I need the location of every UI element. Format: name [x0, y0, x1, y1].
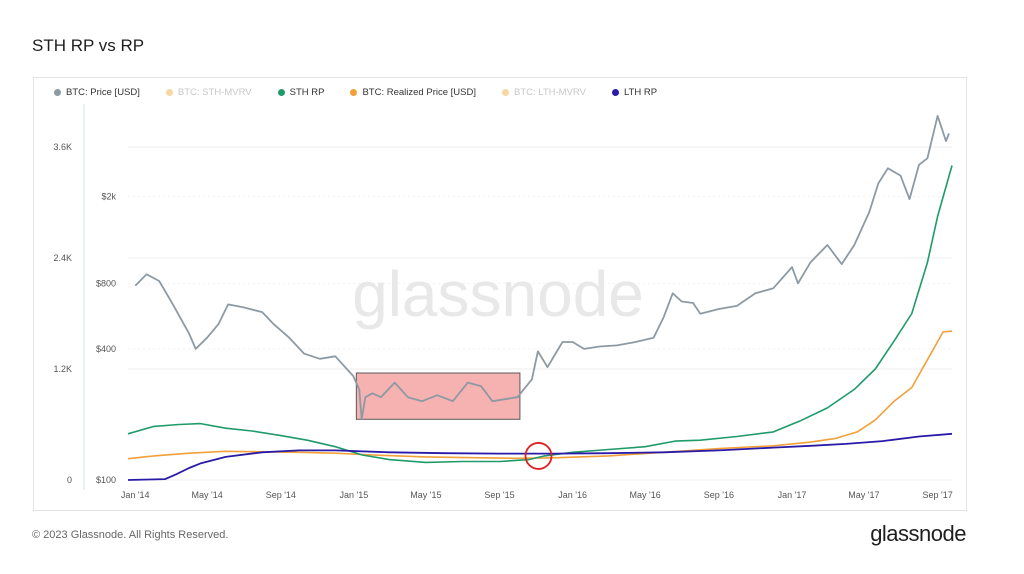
x-tick-label: May '17	[848, 490, 879, 500]
legend-label: BTC: Price [USD]	[66, 87, 140, 98]
x-tick-label: Jan '14	[121, 490, 150, 500]
series-line	[127, 432, 953, 481]
y-right-tick-label: $400	[96, 344, 116, 354]
legend-label: BTC: LTH-MVRV	[513, 87, 586, 98]
y-left-tick-label: 1.2K	[53, 364, 72, 374]
legend-dot-icon	[611, 89, 619, 96]
y-right-tick-label: $100	[96, 475, 116, 485]
x-tick-label: Jan '15	[340, 490, 369, 500]
legend-item[interactable]: LTH RP	[611, 87, 658, 98]
y-right-tick-label: $2k	[101, 192, 116, 202]
circle-annotation	[524, 442, 553, 470]
legend-label: STH RP	[289, 87, 325, 98]
x-tick-label: Sep '16	[704, 490, 734, 500]
legend-label: BTC: Realized Price [USD]	[362, 87, 476, 98]
x-tick-label: Sep '15	[484, 490, 514, 500]
y-left-tick-label: 0	[67, 475, 72, 485]
glassnode-logo: glassnode	[870, 521, 966, 546]
legend-dot-icon	[501, 89, 509, 96]
legend-label: LTH RP	[623, 87, 658, 98]
x-tick-label: Sep '14	[266, 490, 296, 500]
y-left-tick-label: 3.6K	[53, 142, 72, 152]
legend-item[interactable]: BTC: LTH-MVRV	[501, 87, 586, 98]
legend-dot-icon	[350, 89, 358, 96]
page-title: STH RP vs RP	[32, 36, 145, 55]
legend-item[interactable]: STH RP	[277, 87, 325, 98]
x-tick-label: Sep '17	[922, 490, 952, 500]
legend-item[interactable]: BTC: Price [USD]	[54, 87, 140, 98]
y-right-tick-label: $800	[96, 278, 116, 288]
y-left-tick-label: 2.4K	[53, 253, 72, 263]
chart-frame	[33, 77, 967, 511]
x-tick-label: May '15	[410, 490, 441, 500]
series-line	[127, 330, 953, 460]
x-tick-label: Jan '17	[778, 490, 807, 500]
watermark-text: glassnode	[352, 258, 644, 330]
copyright-text: © 2023 Glassnode. All Rights Reserved.	[32, 529, 229, 541]
legend-item[interactable]: BTC: Realized Price [USD]	[350, 87, 476, 98]
x-tick-label: May '14	[191, 490, 222, 500]
chart-legend: BTC: Price [USD] BTC: STH-MVRV STH RP BTC: …	[54, 87, 657, 98]
legend-label: BTC: STH-MVRV	[177, 87, 252, 98]
legend-dot-icon	[54, 89, 61, 96]
legend-item[interactable]: BTC: STH-MVRV	[165, 87, 252, 98]
x-tick-label: May '16	[630, 490, 661, 500]
legend-dot-icon	[277, 89, 285, 96]
series-line	[134, 115, 950, 421]
legend-dot-icon	[165, 89, 173, 96]
x-tick-label: Jan '16	[558, 490, 587, 500]
